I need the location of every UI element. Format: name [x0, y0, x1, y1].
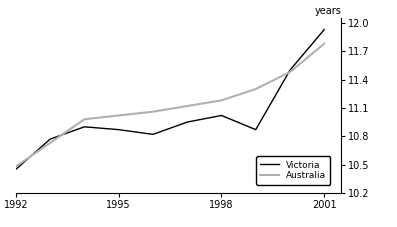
Victoria [48, 138, 52, 141]
Australia [116, 114, 121, 117]
Victoria [185, 121, 190, 123]
Victoria [13, 168, 18, 171]
Australia [253, 88, 258, 90]
Australia [219, 99, 224, 102]
Line: Victoria: Victoria [16, 30, 324, 169]
Australia [185, 105, 190, 107]
Victoria [116, 128, 121, 131]
Line: Australia: Australia [16, 44, 324, 166]
Text: years: years [314, 6, 341, 16]
Victoria [253, 128, 258, 131]
Australia [48, 141, 52, 144]
Victoria [82, 126, 87, 128]
Australia [150, 110, 155, 113]
Australia [322, 42, 327, 45]
Australia [13, 165, 18, 168]
Victoria [219, 114, 224, 117]
Victoria [288, 69, 293, 72]
Victoria [150, 133, 155, 136]
Victoria [322, 28, 327, 31]
Australia [82, 118, 87, 121]
Legend: Victoria, Australia: Victoria, Australia [256, 156, 330, 185]
Australia [288, 71, 293, 73]
